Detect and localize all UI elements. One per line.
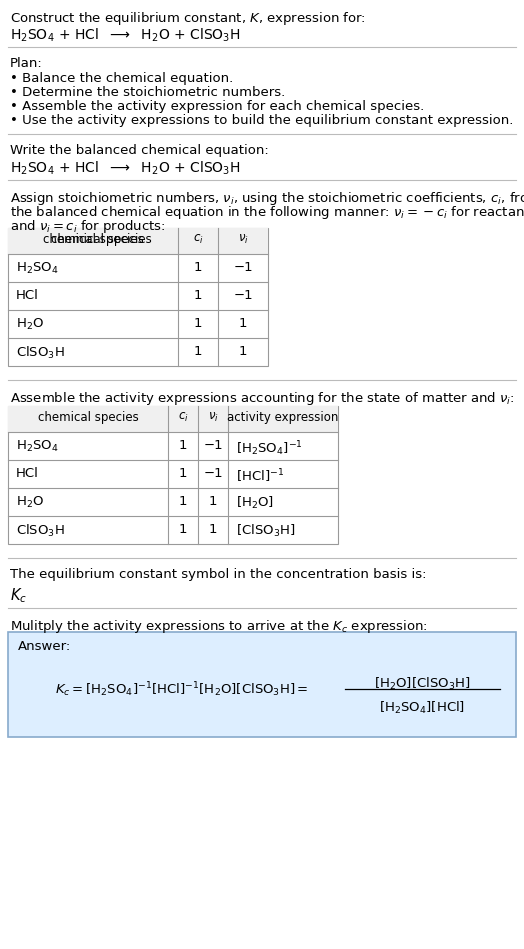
Text: −1: −1 — [203, 467, 223, 480]
Bar — [8, 228, 268, 366]
Text: $[\mathregular{H_2SO_4}][\mathregular{HCl}]$: $[\mathregular{H_2SO_4}][\mathregular{HC… — [379, 700, 465, 716]
Text: 1: 1 — [209, 523, 217, 536]
Text: chemical species: chemical species — [38, 411, 138, 424]
Text: 1: 1 — [179, 523, 187, 536]
Bar — [8, 632, 516, 737]
Text: $\mathregular{ClSO_3H}$: $\mathregular{ClSO_3H}$ — [16, 523, 65, 539]
Text: 1: 1 — [194, 289, 202, 302]
Text: $[\mathregular{H_2O}]$: $[\mathregular{H_2O}]$ — [236, 495, 274, 512]
Text: 1: 1 — [194, 317, 202, 330]
Bar — [8, 406, 338, 432]
Text: 1: 1 — [209, 495, 217, 508]
Text: $\mathregular{H_2SO_4}$: $\mathregular{H_2SO_4}$ — [16, 261, 59, 276]
Text: $\mathregular{ClSO_3H}$: $\mathregular{ClSO_3H}$ — [16, 345, 65, 362]
Text: 1: 1 — [179, 495, 187, 508]
Text: 1: 1 — [194, 261, 202, 274]
Text: • Determine the stoichiometric numbers.: • Determine the stoichiometric numbers. — [10, 86, 285, 99]
Text: • Assemble the activity expression for each chemical species.: • Assemble the activity expression for e… — [10, 100, 424, 113]
Text: 1: 1 — [179, 439, 187, 452]
Text: Assemble the activity expressions accounting for the state of matter and $\nu_i$: Assemble the activity expressions accoun… — [10, 390, 515, 407]
Text: Assign stoichiometric numbers, $\nu_i$, using the stoichiometric coefficients, $: Assign stoichiometric numbers, $\nu_i$, … — [10, 190, 524, 207]
Text: $\mathregular{H_2O}$: $\mathregular{H_2O}$ — [16, 495, 44, 511]
Text: 1: 1 — [239, 345, 247, 358]
Text: $\nu_i$: $\nu_i$ — [237, 233, 248, 246]
Text: −1: −1 — [233, 289, 253, 302]
Text: $c_i$: $c_i$ — [178, 411, 188, 424]
Text: the balanced chemical equation in the following manner: $\nu_i = -c_i$ for react: the balanced chemical equation in the fo… — [10, 204, 524, 221]
Text: $[\mathregular{H_2SO_4}]^{-1}$: $[\mathregular{H_2SO_4}]^{-1}$ — [236, 439, 303, 457]
Text: and $\nu_i = c_i$ for products:: and $\nu_i = c_i$ for products: — [10, 218, 166, 235]
Text: $c_i$: $c_i$ — [193, 233, 203, 246]
Text: $K_c$: $K_c$ — [10, 586, 27, 605]
Text: $\nu_i$: $\nu_i$ — [208, 411, 219, 424]
Text: $[\mathregular{HCl}]^{-1}$: $[\mathregular{HCl}]^{-1}$ — [236, 467, 284, 485]
Text: activity expression: activity expression — [227, 411, 339, 424]
Text: Answer:: Answer: — [18, 640, 71, 653]
Text: −1: −1 — [233, 261, 253, 274]
Text: −1: −1 — [203, 439, 223, 452]
Text: Construct the equilibrium constant, $K$, expression for:: Construct the equilibrium constant, $K$,… — [10, 10, 366, 27]
Text: chemical species: chemical species — [51, 233, 151, 246]
Text: HCl: HCl — [16, 289, 39, 302]
Text: $[\mathregular{ClSO_3H}]$: $[\mathregular{ClSO_3H}]$ — [236, 523, 296, 539]
Text: 1: 1 — [179, 467, 187, 480]
Text: The equilibrium constant symbol in the concentration basis is:: The equilibrium constant symbol in the c… — [10, 568, 427, 581]
Text: Mulitply the activity expressions to arrive at the $K_c$ expression:: Mulitply the activity expressions to arr… — [10, 618, 428, 635]
Text: $[\mathregular{H_2O}][\mathregular{ClSO_3H}]$: $[\mathregular{H_2O}][\mathregular{ClSO_… — [374, 676, 470, 692]
Text: chemical species: chemical species — [42, 233, 144, 246]
Text: $K_c = [\mathregular{H_2SO_4}]^{-1}[\mathregular{HCl}]^{-1}[\mathregular{H_2O}][: $K_c = [\mathregular{H_2SO_4}]^{-1}[\mat… — [55, 680, 309, 699]
Text: $\mathregular{H_2O}$: $\mathregular{H_2O}$ — [16, 317, 44, 332]
Text: 1: 1 — [239, 317, 247, 330]
Text: Plan:: Plan: — [10, 57, 43, 70]
Bar — [8, 406, 338, 544]
Text: • Balance the chemical equation.: • Balance the chemical equation. — [10, 72, 233, 85]
Text: Write the balanced chemical equation:: Write the balanced chemical equation: — [10, 144, 269, 157]
Bar — [8, 228, 268, 254]
Text: $\mathregular{H_2SO_4}$ + HCl  $\longrightarrow$  $\mathregular{H_2O}$ + $\mathr: $\mathregular{H_2SO_4}$ + HCl $\longrigh… — [10, 160, 241, 177]
Text: • Use the activity expressions to build the equilibrium constant expression.: • Use the activity expressions to build … — [10, 114, 514, 127]
Text: $\mathregular{H_2SO_4}$ + HCl  $\longrightarrow$  $\mathregular{H_2O}$ + $\mathr: $\mathregular{H_2SO_4}$ + HCl $\longrigh… — [10, 27, 241, 45]
Text: $\mathregular{H_2SO_4}$: $\mathregular{H_2SO_4}$ — [16, 439, 59, 455]
Text: 1: 1 — [194, 345, 202, 358]
Text: HCl: HCl — [16, 467, 39, 480]
